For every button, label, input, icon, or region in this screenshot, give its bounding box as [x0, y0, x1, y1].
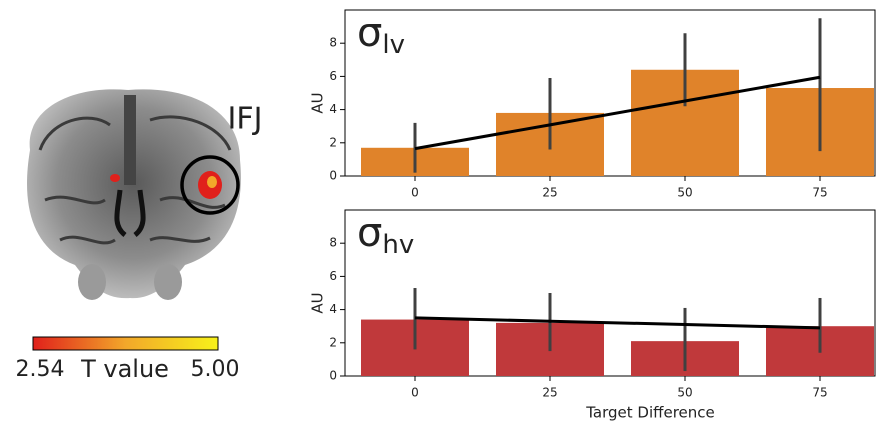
- activation-blob: [110, 174, 120, 182]
- title-subscript: hv: [382, 230, 414, 260]
- title-symbol: σ: [357, 210, 382, 256]
- x-tick-label: 75: [812, 186, 827, 200]
- colorbar-title: T value: [80, 355, 169, 383]
- y-tick-label: 0: [329, 169, 337, 183]
- chart-title: σlv: [357, 10, 405, 60]
- chart-title: σhv: [357, 210, 414, 260]
- y-tick-label: 6: [329, 269, 337, 283]
- y-tick-label: 2: [329, 135, 337, 149]
- y-tick-label: 8: [329, 36, 337, 50]
- colorbar-tick-label: 5.00: [191, 357, 240, 382]
- chart-panel: 0 2 4 6 8 0 25 50 75 σlv AU: [309, 10, 876, 200]
- y-tick-label: 4: [329, 102, 337, 116]
- x-tick-label: 50: [677, 386, 692, 400]
- title-symbol: σ: [357, 10, 382, 56]
- figure: IFJ T value 2.545.00024680255075σlvAU024…: [0, 0, 876, 427]
- region-label: IFJ: [228, 102, 263, 137]
- trend-line: [415, 77, 820, 148]
- activation-core: [207, 176, 217, 188]
- trend-line: [415, 318, 820, 328]
- y-tick-label: 8: [329, 236, 337, 250]
- y-axis-label: AU: [309, 92, 327, 113]
- x-axis-label: Target Difference: [585, 404, 715, 422]
- x-tick-label: 50: [677, 186, 692, 200]
- y-tick-label: 6: [329, 69, 337, 83]
- x-tick-label: 0: [411, 386, 419, 400]
- y-axis-label: AU: [309, 292, 327, 313]
- x-tick-label: 25: [542, 386, 557, 400]
- x-tick-label: 0: [411, 186, 419, 200]
- x-tick-label: 75: [812, 386, 827, 400]
- colorbar-tick-label: 2.54: [16, 357, 65, 382]
- chart-panel: 0 2 4 6 8 0 25 50 75 σhv AU Target Difference: [309, 210, 876, 422]
- y-tick-label: 4: [329, 302, 337, 316]
- y-tick-label: 0: [329, 369, 337, 383]
- x-tick-label: 25: [542, 186, 557, 200]
- colorbar: [33, 337, 218, 350]
- brain-image: [27, 89, 241, 300]
- y-tick-label: 2: [329, 335, 337, 349]
- title-subscript: lv: [382, 30, 405, 60]
